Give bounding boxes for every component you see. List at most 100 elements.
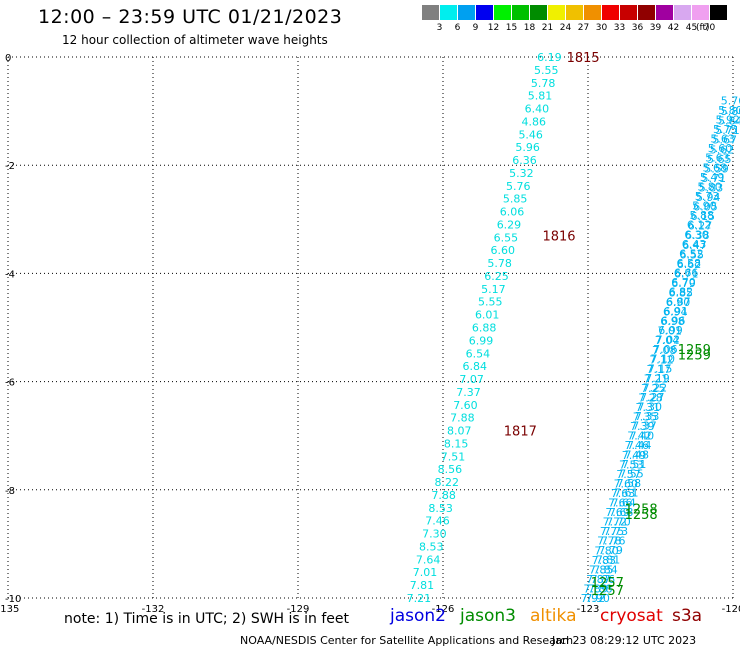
swh-value: 5.71 [702,172,727,185]
pass-time-label: 1817 [504,424,537,439]
swh-value: 7.04 [655,334,680,347]
swh-value: 7.01 [413,566,438,579]
swh-value: 5.78 [531,77,556,90]
legend-label: 18 [523,23,536,33]
swh-value: 7.92 [581,592,606,605]
swh-value: 6.87 [666,295,691,308]
swh-value: 7.37 [456,386,481,399]
pass-time-label: 1816 [542,230,575,245]
satellite-tracks: 6.195.555.785.816.404.865.465.966.365.32… [407,51,740,605]
swh-value: 5.68 [703,161,728,174]
swh-value: 5.78 [487,257,512,270]
swh-value: 6.38 [685,229,710,242]
swh-value: 7.25 [641,382,666,395]
legend-label: 39 [649,23,662,33]
swh-value: 6.15 [691,210,716,223]
swh-value: 7.78 [597,535,622,548]
satellite-name: s3a [672,606,703,626]
swh-value: 7.35 [633,411,658,424]
swh-value: 7.44 [627,439,652,452]
swh-value: 7.55 [619,468,644,481]
swh-value: 5.83 [699,181,724,194]
swh-value: 7.64 [416,553,441,566]
swh-value: 6.43 [682,238,707,251]
x-tick-label: -120 [722,604,740,615]
legend-swatch [674,5,691,20]
swh-value: 6.62 [677,258,702,271]
swh-value: 6.36 [512,154,537,167]
swh-value: 6.99 [469,334,494,347]
swh-value: 6.30 [684,228,709,241]
legend-label: 36 [631,23,644,33]
swh-value: 6.91 [663,305,688,318]
y-tick-label: 0 [5,53,11,64]
swh-value: 7.60 [614,477,639,490]
swh-value: 5.80 [718,104,740,117]
legend-label: 9 [472,23,479,33]
credit-line: NOAA/NESDIS Center for Satellite Applica… [240,634,574,647]
y-tick-label: -2 [5,161,15,172]
legend-swatch [458,5,475,20]
swh-value: 5.80 [697,180,722,193]
pass-time-label: 1815 [567,51,600,66]
swh-value: 7.83 [592,554,617,567]
pass-time-label: 1257 [591,584,624,599]
swh-value: 7.57 [616,468,641,481]
swh-value: 6.47 [682,239,707,252]
swh-value: 7.28 [638,392,663,405]
swh-value: 5.55 [534,64,559,77]
swh-value: 7.19 [645,372,670,385]
legend-label: 70 [703,23,716,33]
swh-value: 5.96 [515,141,540,154]
swh-value: 6.60 [490,244,515,257]
y-tick-label: -8 [5,486,15,497]
swh-value: 6.58 [677,257,702,270]
swh-value: 7.63 [611,487,636,500]
legend-label: 3 [436,23,443,33]
swh-value: 6.25 [484,270,509,283]
legend-swatch [422,5,439,20]
legend-label: 21 [541,23,554,33]
swh-value: 6.29 [497,218,522,231]
x-tick-label: -126 [432,604,455,615]
y-tick-label: -10 [5,594,21,605]
y-tick-label: -6 [5,378,15,389]
legend-unit: (ft) [696,23,710,33]
swh-value: 6.88 [472,322,497,335]
swh-value: 6.40 [525,103,550,116]
legend-swatch [602,5,619,20]
swh-value: 8.22 [435,476,460,489]
legend-swatch [530,5,547,20]
swh-value: 7.10 [650,353,675,366]
pass-time-label: 1259 [678,349,711,364]
legend-swatch [638,5,655,20]
legend-label: 15 [505,23,518,33]
map-grid [7,56,734,599]
swh-value: 5.88 [690,209,715,222]
swh-value: 5.92 [716,113,740,126]
swh-value: 6.82 [669,286,694,299]
swh-value: 7.48 [624,448,649,461]
swh-value: 7.87 [586,573,611,586]
swh-value: 7.61 [614,487,639,500]
swh-value: 6.66 [674,267,699,280]
swh-value: 7.51 [441,450,466,463]
pass-time-label: 1257 [591,576,624,591]
swh-value: 7.01 [658,325,683,338]
swh-value: 6.12 [687,219,712,232]
swh-value: 7.02 [656,334,681,347]
swh-value: 7.72 [603,516,628,529]
legend-label: 6 [454,23,461,33]
legend-swatch [656,5,673,20]
swh-value: 7.21 [644,372,669,385]
swh-value: 7.85 [589,563,614,576]
swh-value: 5.71 [715,124,740,137]
legend-swatch [584,5,601,20]
legend-label: 12 [487,23,500,33]
map-title: 12:00 – 23:59 UTC 01/21/2023 [38,6,343,28]
legend-label: 27 [577,23,590,33]
swh-value: 7.21 [407,592,432,605]
legend-swatch [476,5,493,20]
swh-value: 7.86 [591,573,616,586]
